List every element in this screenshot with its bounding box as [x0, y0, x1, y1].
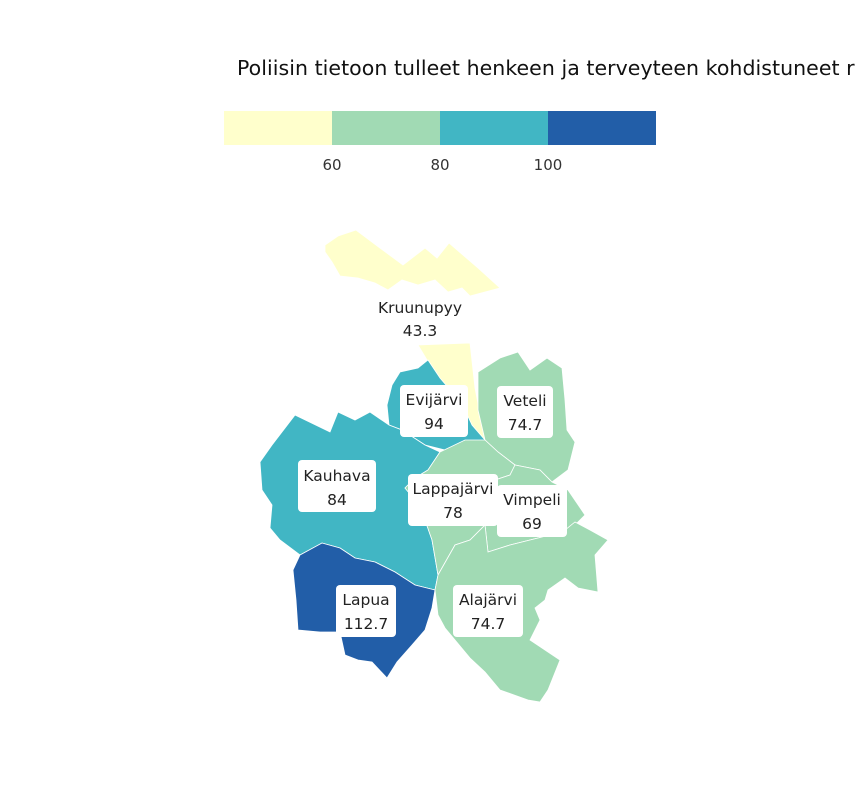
color-legend: 60 80 100 [224, 111, 656, 174]
label-box-evijarvi [400, 385, 468, 437]
legend-swatch-4 [548, 111, 656, 145]
legend-swatch-1 [224, 111, 332, 145]
legend-tick-80: 80 [430, 156, 449, 174]
label-value-alajarvi: 74.7 [471, 615, 506, 633]
label-name-lappajarvi: Lappajärvi [413, 480, 494, 498]
legend-tick-100: 100 [534, 156, 563, 174]
label-name-evijarvi: Evijärvi [406, 391, 463, 409]
label-name-lapua: Lapua [342, 591, 389, 609]
label-box-vimpeli [497, 485, 567, 537]
label-name-veteli: Veteli [503, 392, 546, 410]
legend-tick-60: 60 [322, 156, 341, 174]
label-box-lappajarvi [408, 474, 498, 526]
label-value-kruunupyy: 43.3 [403, 322, 438, 340]
label-name-kruunupyy: Kruunupyy [378, 299, 462, 317]
label-value-lapua: 112.7 [344, 615, 388, 633]
legend-swatch-2 [332, 111, 440, 145]
label-name-alajarvi: Alajärvi [459, 591, 517, 609]
map-title: Poliisin tietoon tulleet henkeen ja terv… [237, 56, 855, 80]
label-value-veteli: 74.7 [508, 416, 543, 434]
label-box-kauhava [298, 460, 376, 512]
legend-swatch-3 [440, 111, 548, 145]
label-box-alajarvi [453, 585, 523, 637]
region-labels: Kruunupyy 43.3 Evijärvi 94 Veteli 74.7 K… [298, 299, 567, 637]
label-value-lappajarvi: 78 [443, 504, 463, 522]
label-name-kauhava: Kauhava [303, 467, 370, 485]
label-box-veteli [497, 386, 553, 438]
region-kruunupyy[interactable] [324, 229, 501, 297]
label-name-vimpeli: Vimpeli [503, 491, 561, 509]
label-box-lapua [336, 585, 396, 637]
label-value-kauhava: 84 [327, 491, 347, 509]
label-value-evijarvi: 94 [424, 415, 444, 433]
label-value-vimpeli: 69 [522, 515, 542, 533]
